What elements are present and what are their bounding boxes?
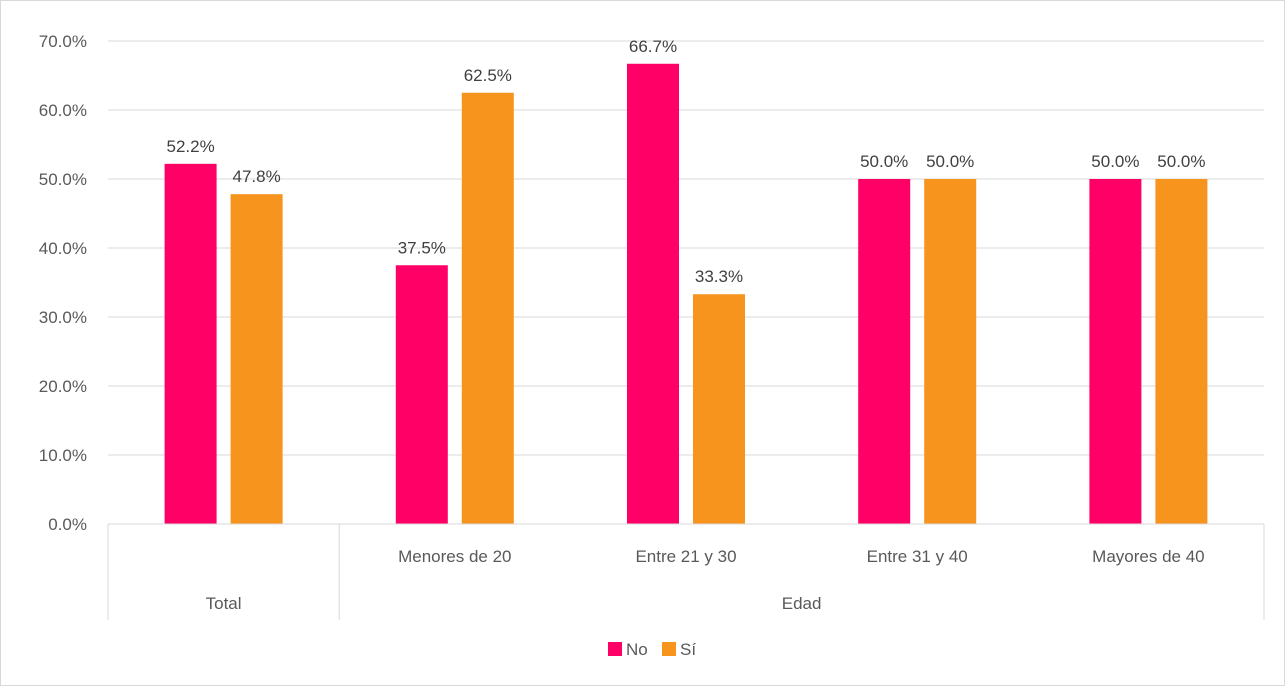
legend: No Sí <box>608 640 696 659</box>
x-category-label: Mayores de 40 <box>1092 547 1204 566</box>
bar-no <box>395 265 448 524</box>
data-label: 37.5% <box>398 238 446 257</box>
data-labels: 52.2% 47.8% 37.5% 62.5% 66.7% 33.3% 50.0% 50.0%… <box>166 37 1205 286</box>
bar-sí <box>693 294 745 524</box>
bar-sí <box>1155 179 1208 524</box>
data-label: 50.0% <box>1157 152 1205 171</box>
x-axis: Menores de 20 Entre 21 y 30 Entre 31 y 40 M… <box>107 523 1265 620</box>
bar-sí <box>230 194 283 524</box>
data-label: 33.3% <box>695 267 743 286</box>
data-label: 52.2% <box>166 137 214 156</box>
y-tick-label: 20.0% <box>39 377 87 396</box>
data-label: 50.0% <box>926 152 974 171</box>
y-tick-label: 50.0% <box>39 170 87 189</box>
bar-no <box>858 179 911 524</box>
x-category-label: Entre 31 y 40 <box>867 547 968 566</box>
x-category-label: Menores de 20 <box>398 547 511 566</box>
y-tick-label: 70.0% <box>39 32 87 51</box>
data-label: 50.0% <box>1091 152 1139 171</box>
x-category-label: Entre 21 y 30 <box>635 547 736 566</box>
y-tick-label: 40.0% <box>39 239 87 258</box>
data-label: 47.8% <box>232 167 280 186</box>
y-tick-label: 30.0% <box>39 308 87 327</box>
bars <box>164 63 1208 525</box>
bar-no <box>627 63 679 525</box>
bar-sí <box>924 179 977 524</box>
bar-no <box>1089 179 1142 524</box>
y-tick-label: 60.0% <box>39 101 87 120</box>
y-axis-ticks: 0.0% 10.0% 20.0% 30.0% 40.0% 50.0% 60.0% 70.0% <box>39 32 87 534</box>
legend-swatch <box>662 642 676 656</box>
legend-label: No <box>626 640 648 659</box>
y-tick-label: 0.0% <box>48 515 87 534</box>
data-label: 62.5% <box>464 66 512 85</box>
data-label: 50.0% <box>860 152 908 171</box>
legend-label: Sí <box>680 640 696 659</box>
y-tick-label: 10.0% <box>39 446 87 465</box>
bar-sí <box>461 92 514 524</box>
legend-swatch <box>608 642 622 656</box>
data-label: 66.7% <box>629 37 677 56</box>
x-group-label: Edad <box>782 594 822 613</box>
x-group-label: Total <box>206 594 242 613</box>
bar-no <box>164 163 217 524</box>
